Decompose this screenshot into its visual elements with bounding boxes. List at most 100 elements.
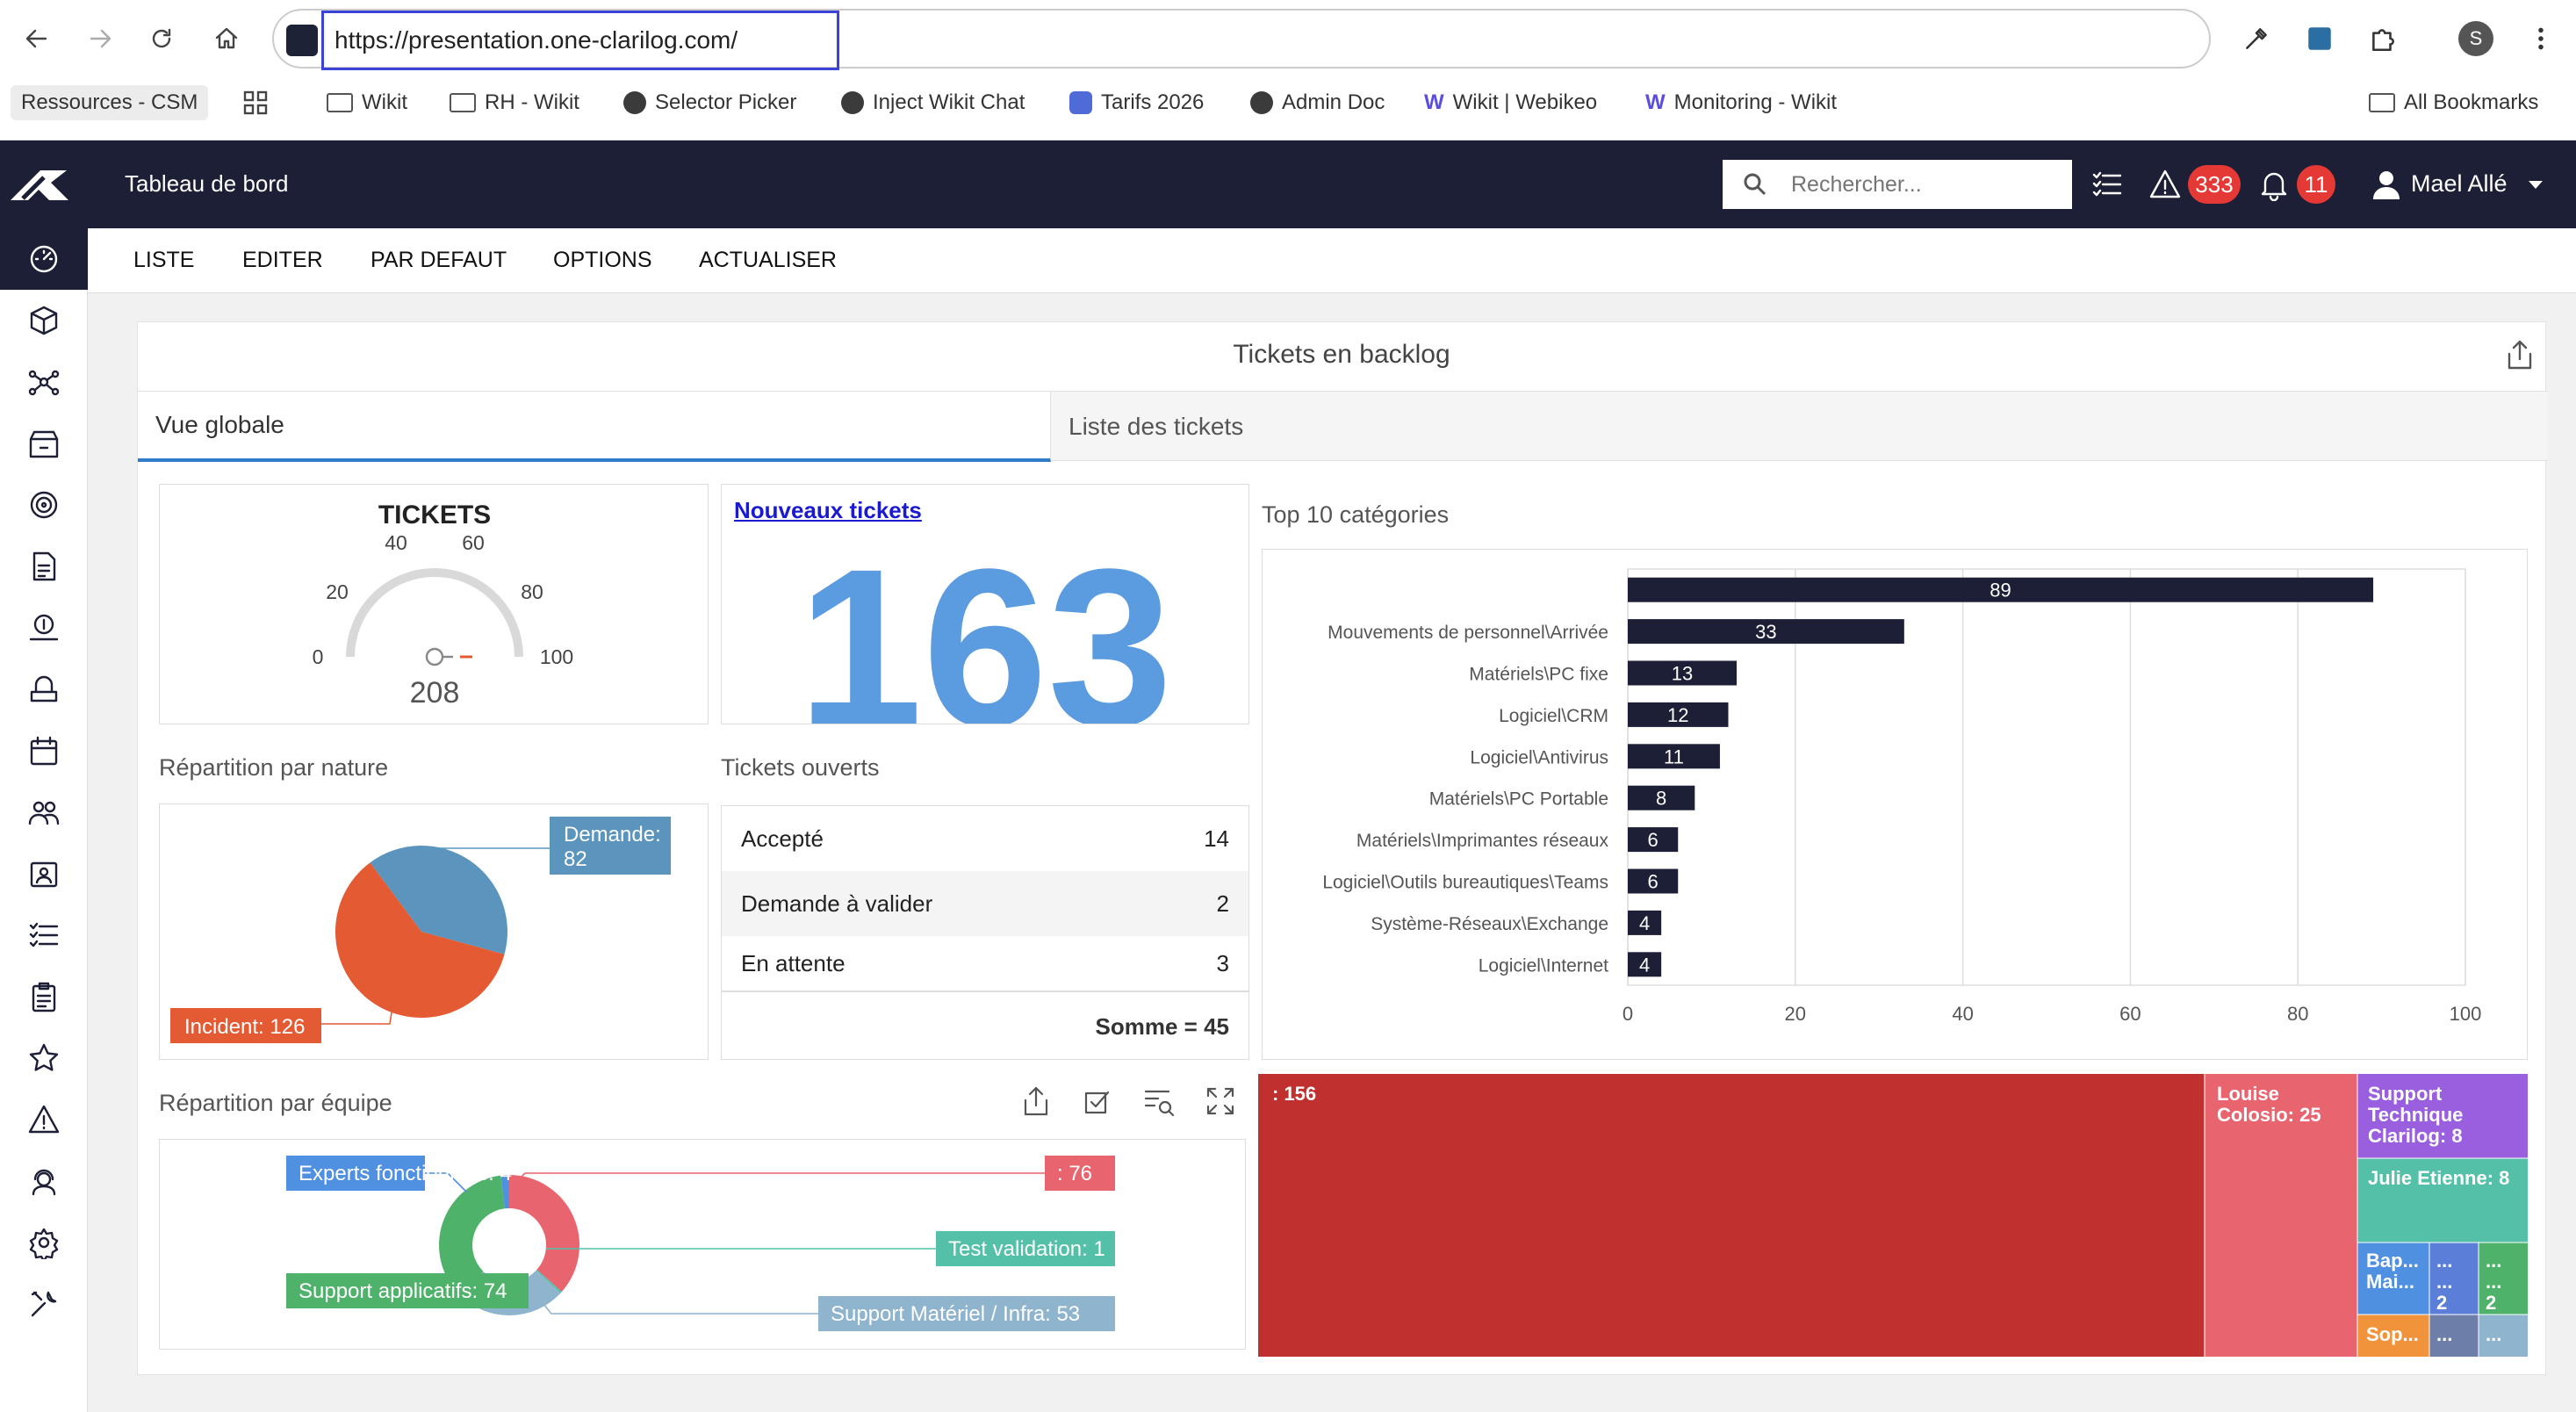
table-row[interactable]: Accepté 14 xyxy=(741,825,1229,852)
bookmark-rh-wikit[interactable]: RH - Wikit xyxy=(450,83,579,123)
table-row[interactable]: Demande à valider 2 xyxy=(722,871,1248,936)
incident-label: Incident: 126 xyxy=(184,1015,305,1039)
sidebar-item-lists[interactable] xyxy=(0,904,88,966)
treemap-cell[interactable] xyxy=(2429,1243,2479,1315)
donut-slice[interactable] xyxy=(500,1175,509,1209)
new-tickets-link[interactable]: Nouveaux tickets xyxy=(734,497,922,523)
sidebar-item-dashboard[interactable] xyxy=(0,228,88,290)
treemap-cell[interactable] xyxy=(1258,1074,2205,1357)
url-input[interactable]: https://presentation.one-clarilog.com/ xyxy=(321,11,839,70)
bookmark-ressources-csm[interactable]: Ressources - CSM xyxy=(11,83,209,123)
sidebar-item-calendar[interactable] xyxy=(0,720,88,782)
extension-wikit-icon[interactable] xyxy=(2299,18,2341,60)
forward-icon[interactable] xyxy=(79,18,121,60)
bookmark-monitoring-wikit[interactable]: W Monitoring - Wikit xyxy=(1645,90,1838,114)
sidebar-item-helpdesk[interactable] xyxy=(0,1150,88,1212)
bar[interactable] xyxy=(1628,744,1720,769)
tab-vue-globale[interactable]: Vue globale xyxy=(138,392,1051,462)
donut-slice[interactable] xyxy=(509,1175,579,1293)
eyedropper-icon[interactable] xyxy=(2235,18,2277,60)
alerts-count-badge[interactable]: 333 xyxy=(2188,165,2241,204)
apps-grid-icon[interactable] xyxy=(242,83,269,123)
treemap-cell[interactable] xyxy=(2357,1315,2429,1357)
sidebar-item-finance[interactable] xyxy=(0,597,88,659)
test-label-box xyxy=(936,1231,1115,1266)
bookmark-admin-doc[interactable]: Admin Doc xyxy=(1250,83,1385,123)
treemap-cell[interactable] xyxy=(2479,1243,2528,1315)
treemap-cell[interactable] xyxy=(2429,1315,2479,1357)
sidebar-item-incidents[interactable] xyxy=(0,1089,88,1150)
share-icon[interactable] xyxy=(2503,338,2538,373)
bell-icon[interactable] xyxy=(2255,165,2293,204)
bar[interactable] xyxy=(1628,827,1679,853)
address-bar[interactable]: https://presentation.one-clarilog.com/ xyxy=(272,9,2211,70)
gauge-tick: 0 xyxy=(313,645,324,668)
sidebar-item-settings[interactable] xyxy=(0,1212,88,1273)
fullscreen-icon[interactable] xyxy=(1204,1084,1239,1120)
sidebar-item-tools[interactable] xyxy=(0,1273,88,1335)
sidebar-item-contracts[interactable] xyxy=(0,536,88,597)
bar[interactable] xyxy=(1628,910,1662,935)
bar[interactable] xyxy=(1628,577,2374,602)
table-row[interactable]: En attente 3 xyxy=(741,949,1229,976)
bookmark-wikit-webikeo[interactable]: W Wikit | Webikeo xyxy=(1424,90,1598,114)
search-input[interactable] xyxy=(1791,171,2054,198)
sidebar-item-stock[interactable] xyxy=(0,413,88,474)
menu-actualiser[interactable]: ACTUALISER xyxy=(699,248,837,272)
menu-par-defaut[interactable]: PAR DEFAUT xyxy=(371,248,507,272)
treemap-cell[interactable] xyxy=(2205,1074,2357,1357)
bookmark-wikit[interactable]: Wikit xyxy=(327,83,407,123)
notifications-count-badge[interactable]: 11 xyxy=(2297,165,2335,204)
pie-slice[interactable] xyxy=(370,846,507,955)
browser-menu-icon[interactable] xyxy=(2520,18,2562,60)
donut-slice[interactable] xyxy=(536,1269,562,1293)
tab-liste-des-tickets[interactable]: Liste des tickets xyxy=(1069,413,1244,440)
donut-slice[interactable] xyxy=(439,1175,505,1295)
sidebar-item-assets[interactable] xyxy=(0,290,88,351)
menu-liste[interactable]: LISTE xyxy=(133,248,195,272)
bar[interactable] xyxy=(1628,952,1662,977)
extensions-puzzle-icon[interactable] xyxy=(2362,18,2404,60)
menu-options[interactable]: OPTIONS xyxy=(553,248,652,272)
sidebar-item-support[interactable] xyxy=(0,659,88,720)
profile-avatar[interactable]: S xyxy=(2458,21,2493,56)
user-name[interactable]: Mael Allé xyxy=(2411,170,2508,197)
inventory-icon xyxy=(29,430,59,458)
bar[interactable] xyxy=(1628,785,1695,810)
clarilog-logo-icon[interactable] xyxy=(5,158,72,211)
alert-triangle-icon[interactable] xyxy=(2146,165,2184,204)
sidebar-item-network[interactable] xyxy=(0,351,88,413)
bar[interactable] xyxy=(1628,660,1738,686)
bar[interactable] xyxy=(1628,619,1904,645)
search-box[interactable] xyxy=(1723,160,2072,209)
sidebar-item-contacts[interactable] xyxy=(0,843,88,904)
bookmark-tarifs-2026[interactable]: Tarifs 2026 xyxy=(1069,83,1204,123)
bar[interactable] xyxy=(1628,868,1679,894)
select-icon[interactable] xyxy=(1081,1084,1116,1120)
bar[interactable] xyxy=(1628,702,1729,727)
menu-editer[interactable]: EDITER xyxy=(242,248,323,272)
pie-slice[interactable] xyxy=(335,862,505,1018)
bookmark-selector-picker[interactable]: Selector Picker xyxy=(623,83,796,123)
reload-icon[interactable] xyxy=(140,18,183,60)
home-icon[interactable] xyxy=(205,18,248,60)
treemap-cell[interactable] xyxy=(2479,1315,2528,1357)
treemap-dividers xyxy=(2204,1074,2528,1357)
user-icon[interactable] xyxy=(2367,165,2406,204)
back-icon[interactable] xyxy=(16,18,58,60)
chevron-down-icon[interactable] xyxy=(2516,165,2555,204)
sidebar-item-favorites[interactable] xyxy=(0,1027,88,1089)
export-icon[interactable] xyxy=(1019,1084,1054,1120)
treemap-cell[interactable] xyxy=(2357,1158,2528,1243)
bookmark-all-bookmarks[interactable]: All Bookmarks xyxy=(2369,83,2538,123)
sidebar-item-users[interactable] xyxy=(0,782,88,843)
sidebar-item-clipboard[interactable] xyxy=(0,966,88,1027)
team-title: Répartition par équipe xyxy=(159,1090,392,1116)
filter-search-icon[interactable] xyxy=(1142,1084,1177,1120)
tasks-list-icon[interactable] xyxy=(2088,165,2126,204)
sidebar-item-target[interactable] xyxy=(0,474,88,536)
treemap-cell[interactable] xyxy=(2357,1074,2528,1158)
category-label: Logiciel\Outils bureautiques\Teams xyxy=(1322,873,1608,893)
treemap-cell[interactable] xyxy=(2357,1243,2429,1315)
bookmark-inject-wikit-chat[interactable]: Inject Wikit Chat xyxy=(841,83,1025,123)
